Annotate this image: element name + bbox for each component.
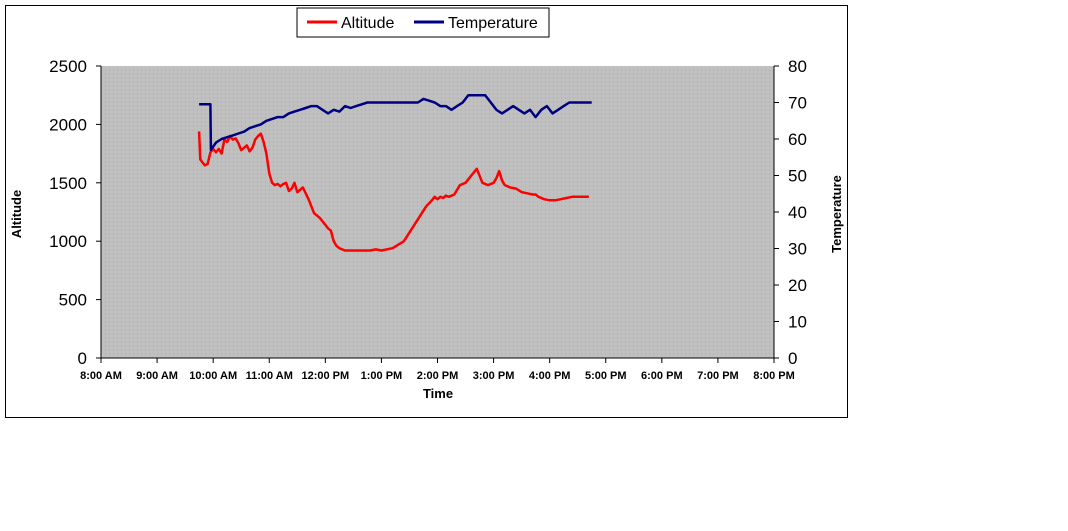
plot-background <box>101 66 774 358</box>
right-y-tick-label: 80 <box>788 57 807 76</box>
legend-label-temperature: Temperature <box>448 15 538 32</box>
x-tick-label: 6:00 PM <box>641 370 683 382</box>
ticks: 0 500 1000 1500 2000 2500 0 10 20 30 40 50 60 70 80 8:0… <box>49 57 807 382</box>
x-tick-label: 3:00 PM <box>473 370 515 382</box>
right-y-tick-label: 50 <box>788 167 807 186</box>
grid <box>101 69 774 355</box>
x-tick-label: 2:00 PM <box>417 370 459 382</box>
left-y-tick-label: 500 <box>59 291 87 310</box>
plot-area <box>101 66 774 358</box>
right-y-tick-label: 10 <box>788 313 807 332</box>
x-tick-label: 11:00 AM <box>246 370 293 382</box>
right-y-tick-label: 0 <box>788 349 797 368</box>
right-y-tick-label: 30 <box>788 240 807 259</box>
series-line-temperature <box>199 93 592 152</box>
right-y-tick-label: 40 <box>788 203 807 222</box>
right-y-axis-title: Temperature <box>829 175 844 253</box>
left-y-tick-label: 0 <box>78 349 87 368</box>
x-tick-label: 8:00 AM <box>80 370 122 382</box>
legend: Altitude Temperature <box>296 7 550 38</box>
x-tick-label: 5:00 PM <box>585 370 627 382</box>
x-tick-label: 12:00 PM <box>301 370 349 382</box>
left-y-axis-title: Altitude <box>9 190 24 238</box>
x-tick-label: 9:00 AM <box>136 370 178 382</box>
series <box>197 93 592 252</box>
left-y-tick-label: 2500 <box>49 57 87 76</box>
legend-label-altitude: Altitude <box>341 15 394 32</box>
x-tick-label: 4:00 PM <box>529 370 571 382</box>
series-line-altitude <box>197 131 589 252</box>
right-y-tick-label: 70 <box>788 94 807 113</box>
right-y-tick-label: 60 <box>788 130 807 149</box>
left-y-tick-label: 1000 <box>49 232 87 251</box>
right-y-tick-label: 20 <box>788 276 807 295</box>
left-y-tick-label: 2000 <box>49 115 87 134</box>
x-tick-label: 1:00 PM <box>361 370 403 382</box>
left-y-tick-label: 1500 <box>49 174 87 193</box>
x-tick-label: 10:00 AM <box>189 370 237 382</box>
x-tick-label: 7:00 PM <box>697 370 739 382</box>
x-axis-title: Time <box>423 386 453 401</box>
x-tick-label: 8:00 PM <box>753 370 795 382</box>
